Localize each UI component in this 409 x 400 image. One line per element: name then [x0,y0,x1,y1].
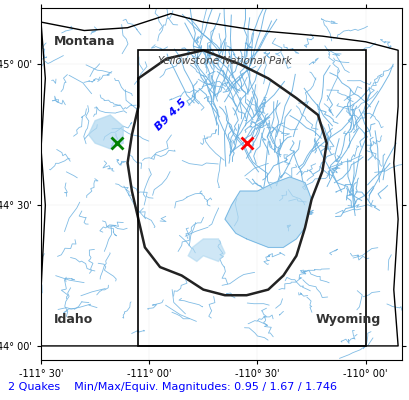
Text: Idaho: Idaho [54,313,93,326]
Polygon shape [225,177,311,247]
Bar [138,50,365,346]
Polygon shape [88,115,123,149]
Text: Wyoming: Wyoming [315,313,380,326]
Text: 2 Quakes    Min/Max/Equiv. Magnitudes: 0.95 / 1.67 / 1.746: 2 Quakes Min/Max/Equiv. Magnitudes: 0.95… [8,382,336,392]
Text: Yellowstone National Park: Yellowstone National Park [157,56,291,66]
Text: B9 4.5: B9 4.5 [153,97,188,133]
Polygon shape [188,239,225,262]
Text: Montana: Montana [54,35,115,48]
